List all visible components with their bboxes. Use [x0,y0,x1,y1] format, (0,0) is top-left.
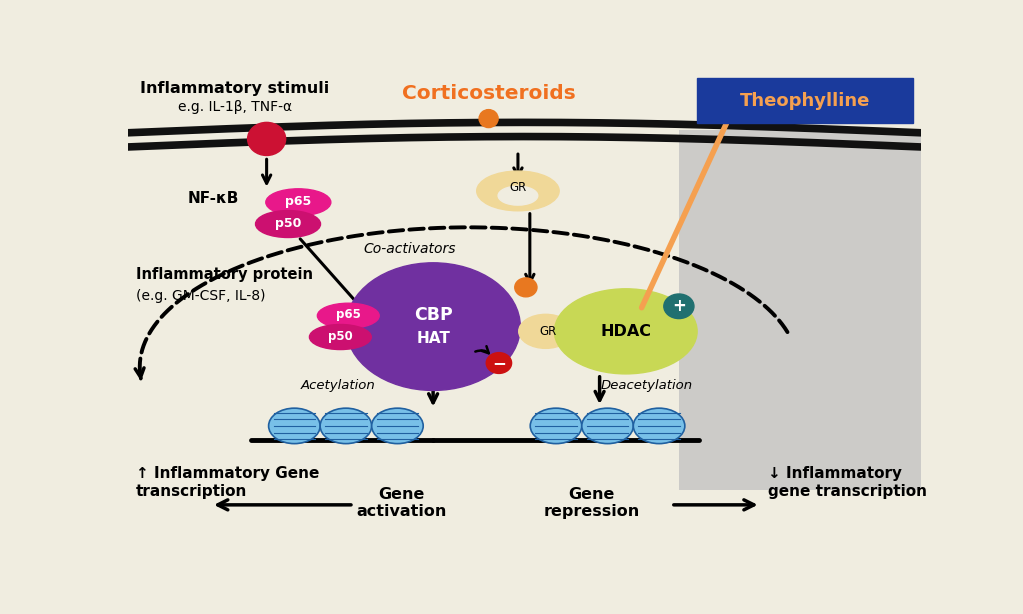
Ellipse shape [515,278,537,297]
Ellipse shape [519,314,573,348]
Text: Acetylation: Acetylation [301,379,375,392]
Ellipse shape [317,303,380,328]
Text: p65: p65 [336,308,361,321]
Ellipse shape [486,352,512,373]
Text: Gene
activation: Gene activation [356,487,447,519]
Text: +: + [672,297,685,315]
Ellipse shape [530,408,582,444]
Text: p65: p65 [285,195,311,208]
Bar [697,79,913,123]
Ellipse shape [371,408,424,444]
Text: Deacetylation: Deacetylation [602,379,694,392]
Ellipse shape [582,408,633,444]
Text: CBP: CBP [413,306,452,324]
Ellipse shape [309,324,371,349]
Ellipse shape [256,211,320,238]
Ellipse shape [664,294,694,319]
Ellipse shape [346,263,521,391]
Text: Inflammatory protein: Inflammatory protein [136,267,313,282]
Ellipse shape [266,188,330,216]
Text: p50: p50 [328,330,353,343]
Text: Theophylline: Theophylline [740,92,871,110]
Ellipse shape [477,171,560,211]
Text: ↑ Inflammatory Gene
transcription: ↑ Inflammatory Gene transcription [136,467,319,499]
Text: e.g. IL-1β, TNF-α: e.g. IL-1β, TNF-α [178,99,292,114]
Ellipse shape [479,110,498,128]
Text: HAT: HAT [416,331,450,346]
Text: Corticosteroids: Corticosteroids [402,84,576,103]
Ellipse shape [248,122,285,155]
Text: −: − [492,354,505,372]
Ellipse shape [320,408,371,444]
Text: NF-κB: NF-κB [187,192,238,206]
Text: GR: GR [539,325,557,338]
Text: Co-activators: Co-activators [363,241,455,255]
Text: p50: p50 [275,217,301,230]
Ellipse shape [498,186,538,205]
Text: Gene
repression: Gene repression [543,487,639,519]
Text: (e.g. GM-CSF, IL-8): (e.g. GM-CSF, IL-8) [136,289,265,303]
Ellipse shape [554,289,697,374]
Text: Inflammatory stimuli: Inflammatory stimuli [140,81,329,96]
Bar [679,130,921,490]
Ellipse shape [269,408,320,444]
Text: ↓ Inflammatory
gene transcription: ↓ Inflammatory gene transcription [768,467,928,499]
Text: GR: GR [509,181,527,193]
Ellipse shape [633,408,684,444]
Text: HDAC: HDAC [601,324,652,339]
